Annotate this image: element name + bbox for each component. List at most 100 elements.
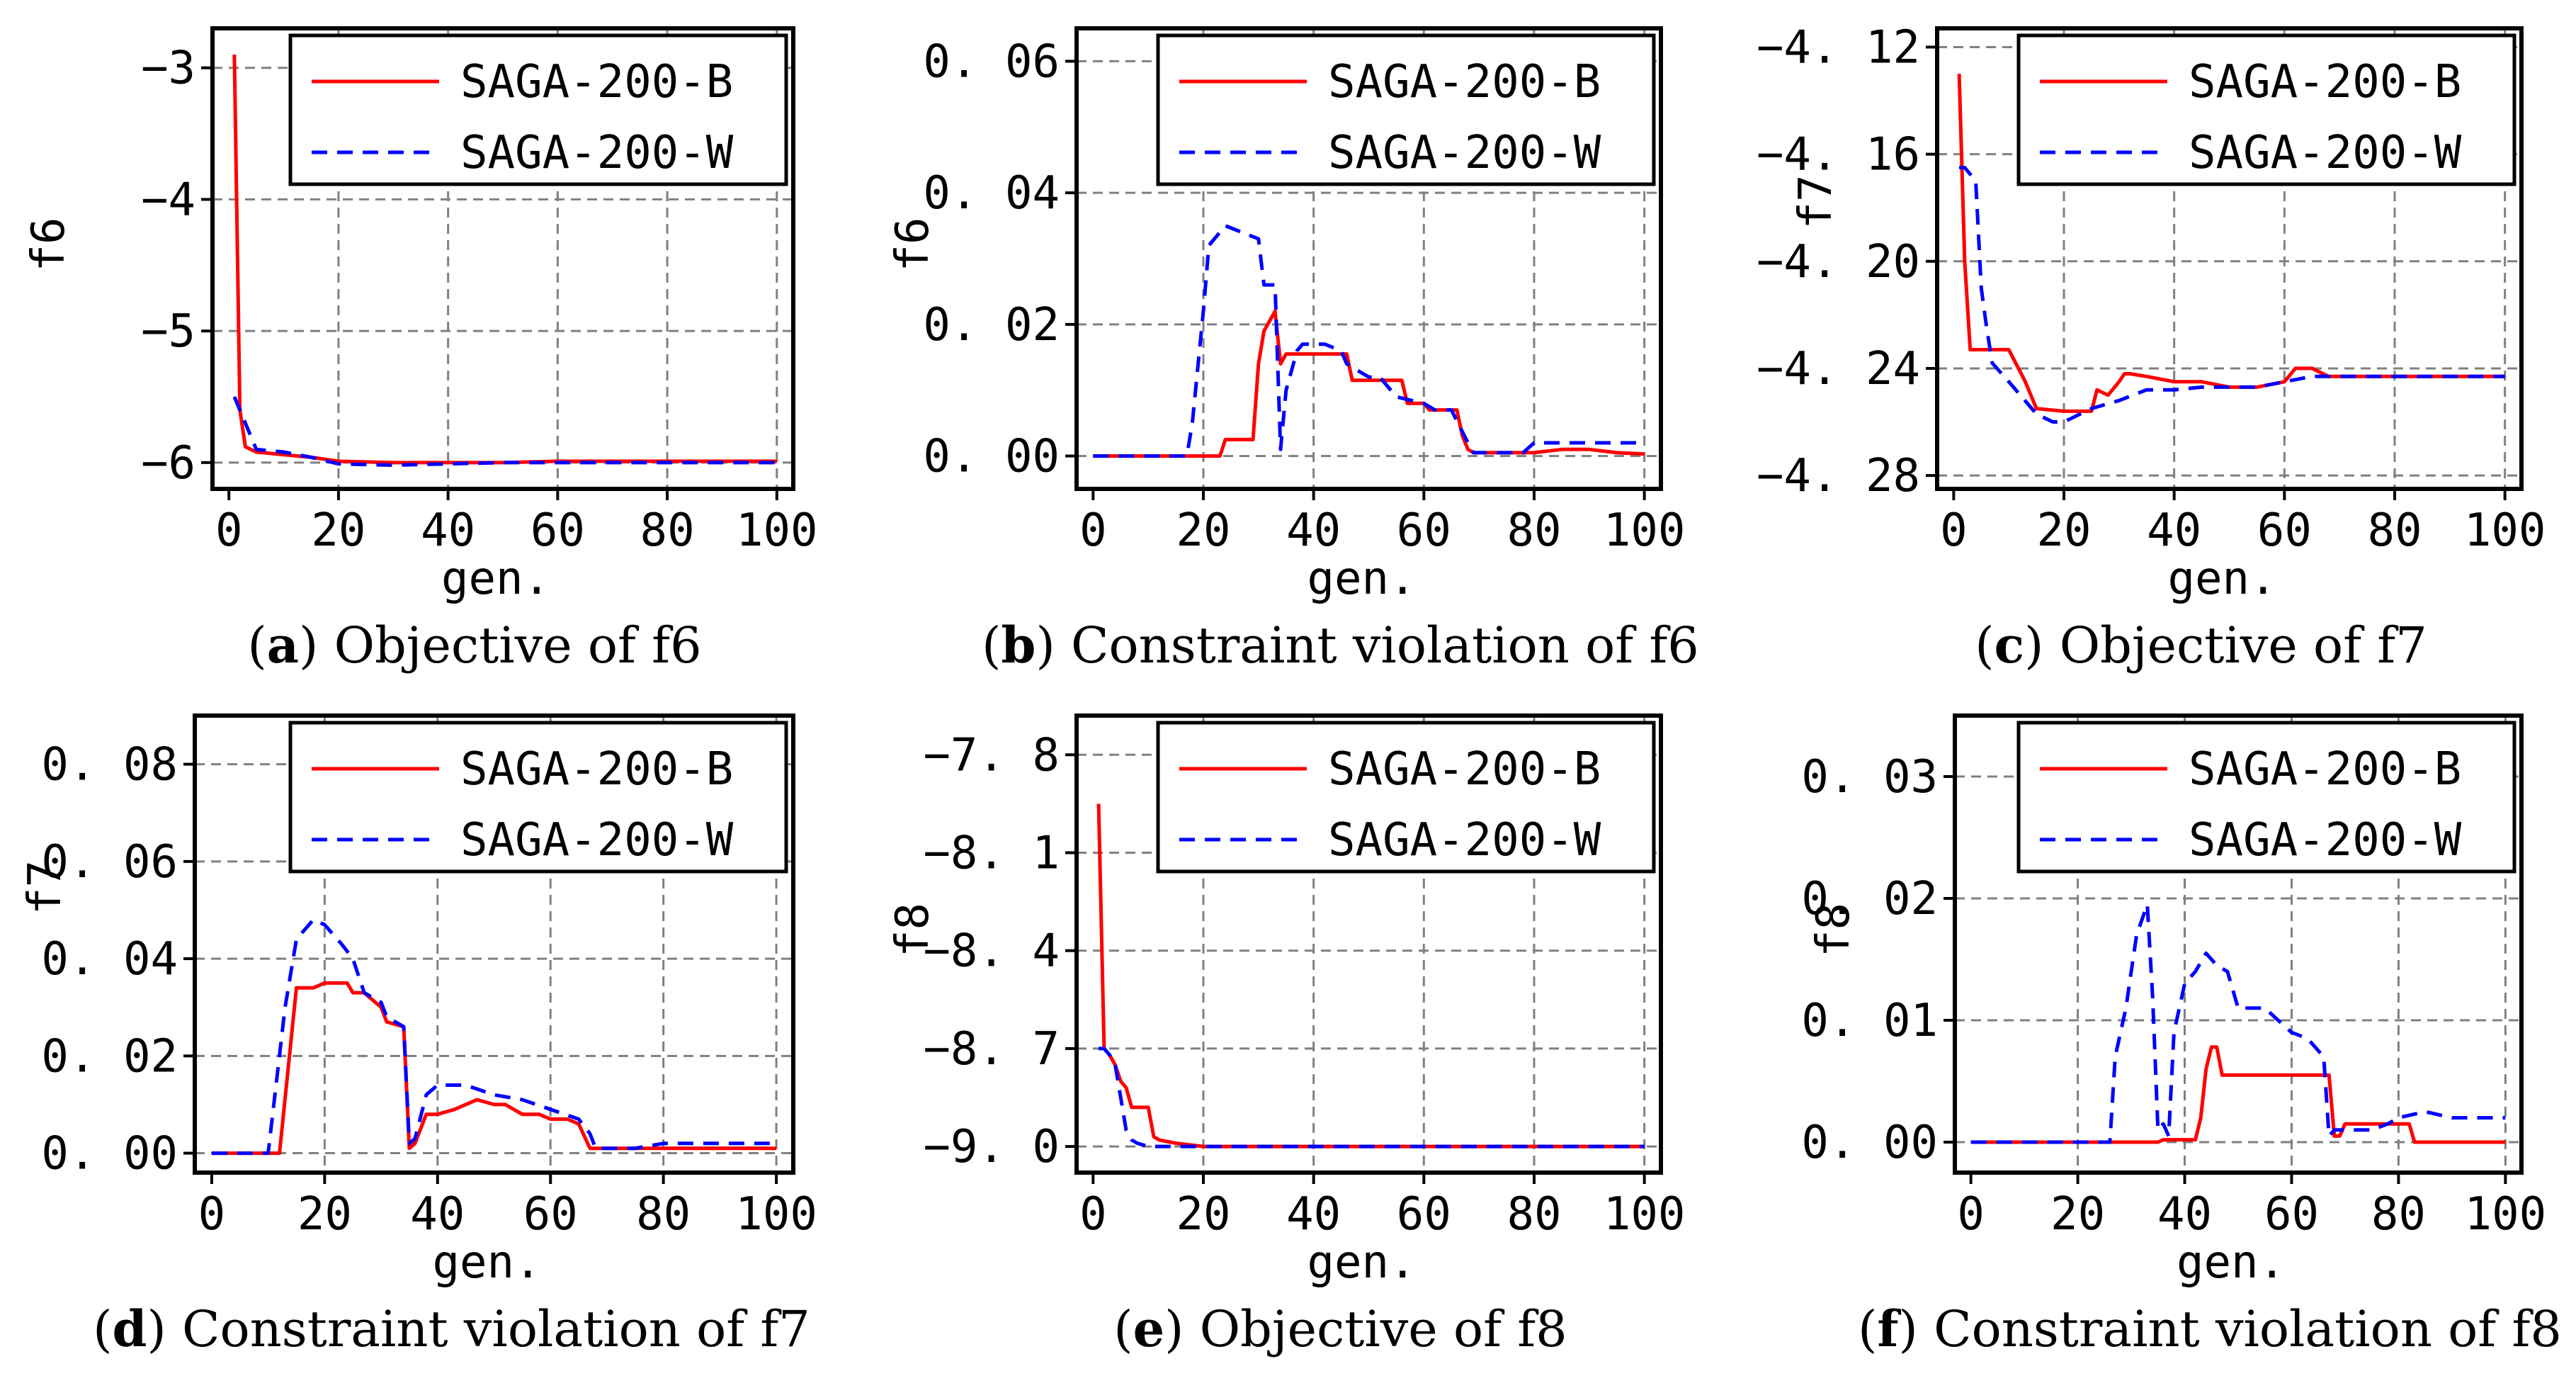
axes-frame	[1074, 713, 1663, 1175]
legend-box	[2016, 33, 2517, 186]
subplot-f: 0 20 40 60 80 100 0. 00 0. 01 0. 02 0. 03 gen. f8 SA…	[1801, 713, 2562, 1358]
y-tick-label: −8. 1	[923, 828, 1060, 880]
legend-box	[288, 721, 788, 874]
axes-frame	[1074, 26, 1663, 491]
y-axis-label: f7	[19, 860, 72, 915]
legend-label: SAGA-200-W	[460, 127, 734, 179]
legend-box	[1156, 33, 1656, 186]
y-tick-label: −4. 12	[1757, 21, 1920, 74]
caption-paren-close: )	[299, 616, 334, 675]
series-line-w	[211, 918, 777, 1156]
y-tick-label: 0. 04	[923, 167, 1060, 220]
series-line-b	[1093, 309, 1645, 458]
series-line-w	[1970, 903, 2506, 1144]
x-tick-label: 80	[2367, 504, 2422, 557]
subplot-a: 0 20 40 60 80 100 −6 −5 −4 −3 gen. f6 SAGA-200-B SAGA…	[23, 26, 818, 675]
y-tick-label: −4. 20	[1757, 236, 1920, 288]
y-tick-label: −5	[141, 305, 195, 358]
x-axis-label: gen.	[1307, 1236, 1416, 1289]
caption-letter: f	[1877, 1299, 1901, 1358]
y-axis-label: f6	[23, 217, 75, 271]
x-tick-label: 60	[2257, 504, 2312, 557]
series-line-w	[1093, 224, 1645, 458]
x-axis-label: gen.	[432, 1236, 541, 1289]
series-line-w	[1099, 1046, 1645, 1149]
legend-label: SAGA-200-W	[2189, 814, 2462, 867]
caption-text: Objective of f8	[1200, 1300, 1567, 1358]
x-tick-label: 0	[1079, 1188, 1107, 1241]
caption-paren-close: )	[2024, 616, 2060, 675]
legend-label: SAGA-200-W	[460, 814, 734, 867]
axes-frame	[193, 713, 795, 1175]
x-axis-label: gen.	[2177, 1236, 2286, 1289]
subplot-c: 0 20 40 60 80 100 −4. 28 −4. 24 −4. 20 −4. 16 −4. …	[1757, 21, 2546, 675]
x-tick-label: 100	[736, 504, 818, 557]
subplot-d: 0 20 40 60 80 100 0. 00 0. 02 0. 04 0. 06 0. 08 gen…	[19, 713, 817, 1358]
caption-paren-open: (	[1113, 1300, 1133, 1358]
subplot-e: 0 20 40 60 80 100 −9. 0 −8. 7 −8. 4 −8. 1 −7. 8 gen…	[887, 713, 1685, 1358]
x-axis-label: gen.	[441, 553, 550, 605]
y-tick-label: 0. 00	[1801, 1117, 1938, 1169]
x-tick-label: 40	[2147, 504, 2201, 557]
legend-label: SAGA-200-B	[1328, 743, 1601, 796]
legend-label: SAGA-200-W	[2189, 127, 2462, 179]
subplot-b: 0 20 40 60 80 100 0. 00 0. 02 0. 04 0. 06 gen. f6 SA…	[887, 26, 1699, 675]
caption-paren-open: (	[1858, 1300, 1877, 1358]
legend-label: SAGA-200-B	[460, 743, 733, 796]
y-tick-label: 0. 04	[41, 933, 178, 986]
x-tick-label: 40	[1286, 504, 1341, 557]
x-tick-label: 40	[410, 1188, 465, 1241]
x-tick-label: 60	[530, 504, 585, 557]
caption-paren-close: )	[147, 1300, 182, 1358]
x-tick-label: 0	[215, 504, 243, 557]
x-tick-label: 40	[2157, 1188, 2212, 1241]
y-tick-label: 0. 06	[923, 35, 1060, 88]
caption-paren-open: (	[982, 616, 1001, 675]
x-tick-label: 20	[2050, 1188, 2105, 1241]
legend-label: SAGA-200-W	[1328, 127, 1601, 179]
x-tick-label: 40	[421, 504, 475, 557]
axes-frame	[210, 26, 795, 491]
y-tick-label: 0. 00	[923, 431, 1060, 483]
y-axis-label: f8	[887, 903, 939, 957]
axes-frame	[1935, 26, 2524, 491]
series-line-w	[1959, 166, 2505, 424]
series-line-b	[232, 55, 777, 465]
subplot-caption: (c) Objective of f7	[1975, 616, 2427, 675]
caption-paren-open: (	[1975, 616, 1994, 675]
caption-text: Objective of f7	[2060, 616, 2427, 675]
x-tick-label: 20	[297, 1188, 352, 1241]
x-tick-label: 20	[311, 504, 365, 557]
caption-letter: b	[1001, 616, 1035, 675]
legend-box	[288, 33, 788, 186]
x-tick-label: 20	[2036, 504, 2091, 557]
x-tick-label: 20	[1176, 1188, 1230, 1241]
x-tick-label: 80	[1507, 1188, 1561, 1241]
x-tick-label: 40	[1286, 1188, 1341, 1241]
y-tick-label: 0. 08	[41, 739, 178, 791]
x-tick-label: 80	[2371, 1188, 2426, 1241]
caption-text: Objective of f6	[334, 616, 702, 675]
y-axis-label: f8	[1808, 903, 1860, 957]
legend-label: SAGA-200-B	[2189, 56, 2461, 108]
y-tick-label: −4. 28	[1757, 450, 1920, 502]
caption-text: Constraint violation of f7	[182, 1300, 810, 1358]
y-tick-label: 0. 01	[1801, 995, 1938, 1047]
legend-label: SAGA-200-W	[1328, 814, 1601, 867]
y-tick-label: 0. 06	[41, 836, 178, 888]
caption-paren-close: )	[1164, 1300, 1200, 1358]
subplot-caption: (d) Constraint violation of f7	[93, 1299, 810, 1358]
y-tick-label: 0. 02	[41, 1030, 178, 1083]
y-tick-label: −4	[141, 174, 195, 226]
caption-text: Constraint violation of f8	[1934, 1300, 2562, 1358]
x-tick-label: 0	[198, 1188, 226, 1241]
caption-paren-close: )	[1899, 1300, 1934, 1358]
axes-frame	[1953, 713, 2524, 1175]
x-tick-label: 60	[1397, 1188, 1451, 1241]
y-tick-label: 0. 00	[41, 1128, 178, 1180]
legend-label: SAGA-200-B	[1328, 56, 1601, 108]
series-line-w	[232, 396, 777, 468]
x-tick-label: 0	[1957, 1188, 1985, 1241]
x-tick-label: 80	[636, 1188, 691, 1241]
